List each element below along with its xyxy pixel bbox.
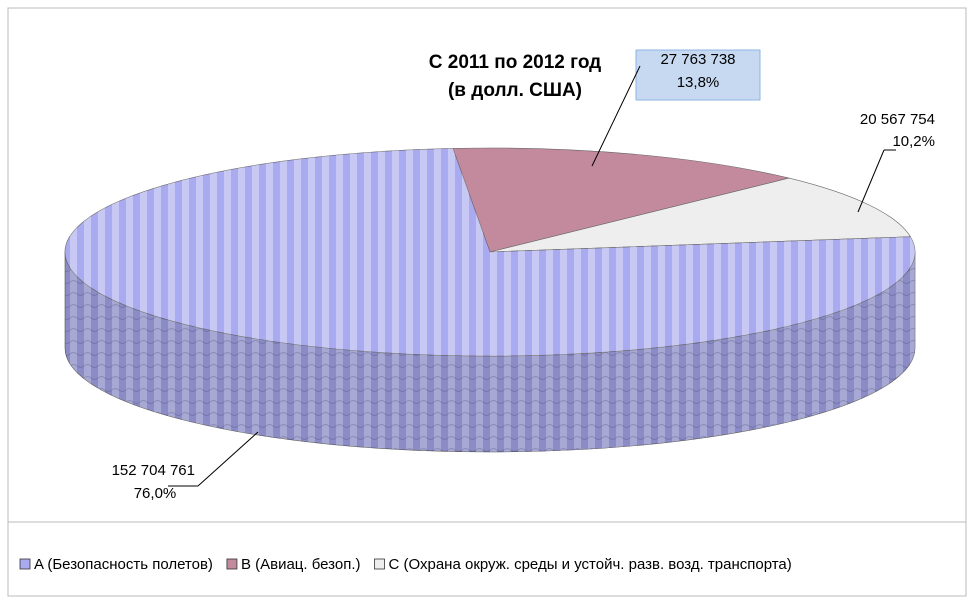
data-label: 27 763 738	[660, 51, 735, 68]
data-label: 152 704 761	[112, 462, 195, 479]
legend-label: B (Авиац. безоп.)	[241, 556, 361, 573]
pie-slice	[452, 147, 790, 253]
data-label-percent: 13,8%	[677, 74, 720, 91]
leader-line	[591, 65, 641, 167]
legend: A (Безопасность полетов) B (Авиац. безоп.…	[19, 556, 792, 573]
legend-frame	[7, 521, 967, 597]
legend-label: C (Охрана окруж. среды и устойч. разв. в…	[389, 556, 792, 573]
leader-line	[857, 149, 885, 213]
chart-subtitle: (в долл. США)	[448, 80, 582, 101]
data-label-percent: 76,0%	[134, 485, 177, 502]
pie-side-texture	[65, 252, 915, 452]
legend-swatch	[374, 558, 385, 570]
data-label-percent: 10,2%	[892, 133, 935, 150]
legend-swatch	[19, 558, 31, 570]
pie-slice-texture	[65, 148, 916, 356]
legend-label: A (Безопасность полетов)	[34, 556, 213, 573]
pie	[64, 147, 916, 453]
chart-title: С 2011 по 2012 год	[429, 52, 601, 73]
leader-line	[197, 431, 259, 487]
pie-slice	[489, 177, 911, 253]
data-label: 20 567 754	[860, 111, 935, 128]
legend-swatch	[226, 558, 238, 570]
